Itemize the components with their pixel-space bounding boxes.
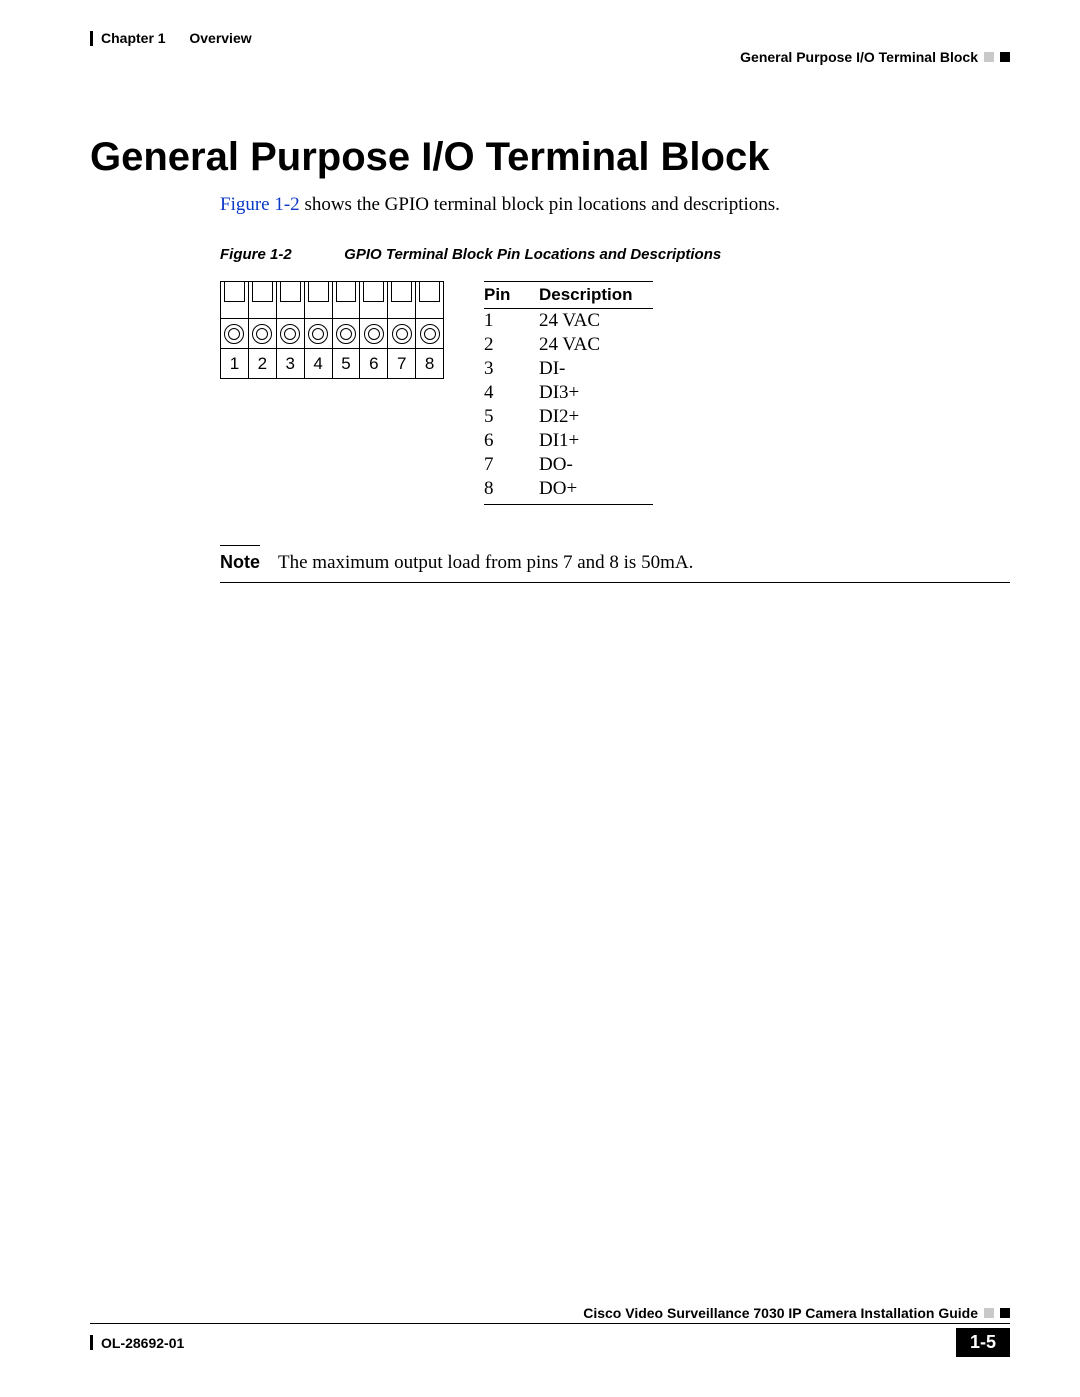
tb-pin-num: 2 — [249, 349, 277, 378]
page: Chapter 1 Overview General Purpose I/O T… — [0, 0, 1080, 1397]
desc-header: Description — [539, 282, 653, 309]
intro-paragraph: Figure 1-2 shows the GPIO terminal block… — [220, 194, 1010, 216]
figure-caption-text: GPIO Terminal Block Pin Locations and De… — [344, 246, 721, 263]
square-icon — [1000, 52, 1010, 62]
page-footer: Cisco Video Surveillance 7030 IP Camera … — [90, 1305, 1010, 1357]
tb-pin-num: 1 — [221, 349, 249, 378]
square-icon — [1000, 1308, 1010, 1318]
header-right: General Purpose I/O Terminal Block — [740, 30, 1010, 65]
header-left: Chapter 1 Overview — [90, 30, 252, 46]
section-title: General Purpose I/O Terminal Block — [740, 49, 978, 65]
pin-header: Pin — [484, 282, 539, 309]
note-block: Note The maximum output load from pins 7… — [220, 545, 1010, 583]
chapter-label: Chapter 1 — [101, 30, 166, 46]
square-icon — [984, 1308, 994, 1318]
table-row: 5DI2+ — [484, 405, 653, 429]
pin-table: Pin Description 124 VAC 224 VAC 3DI- 4DI… — [484, 281, 653, 505]
tb-top-row — [221, 282, 443, 318]
table-row: 6DI1+ — [484, 429, 653, 453]
tb-pin-num: 6 — [360, 349, 388, 378]
table-row: 7DO- — [484, 453, 653, 477]
header-bar-icon — [90, 31, 93, 46]
terminal-block-diagram: 1 2 3 4 5 6 7 8 — [220, 281, 444, 379]
table-row: 4DI3+ — [484, 381, 653, 405]
table-row: 224 VAC — [484, 333, 653, 357]
footer-doc-title: Cisco Video Surveillance 7030 IP Camera … — [583, 1305, 978, 1321]
footer-doc-id: OL-28692-01 — [101, 1335, 184, 1351]
figure-link[interactable]: Figure 1-2 — [220, 194, 300, 215]
tb-pin-num: 4 — [305, 349, 333, 378]
figure-label: Figure 1-2 — [220, 246, 340, 263]
page-title: General Purpose I/O Terminal Block — [90, 135, 1010, 180]
table-row: 8DO+ — [484, 477, 653, 505]
table-row: 124 VAC — [484, 309, 653, 334]
tb-number-row: 1 2 3 4 5 6 7 8 — [221, 348, 443, 378]
tb-screw-row — [221, 318, 443, 348]
figure-row: 1 2 3 4 5 6 7 8 Pin Description 124 VAC … — [220, 281, 1010, 505]
tb-pin-num: 5 — [333, 349, 361, 378]
table-row: 3DI- — [484, 357, 653, 381]
footer-bar-icon — [90, 1335, 93, 1350]
chapter-title: Overview — [189, 30, 251, 46]
tb-pin-num: 7 — [388, 349, 416, 378]
note-label: Note — [220, 552, 260, 573]
intro-text: shows the GPIO terminal block pin locati… — [300, 194, 780, 215]
page-number: 1-5 — [956, 1328, 1010, 1357]
square-icon — [984, 52, 994, 62]
page-header: Chapter 1 Overview General Purpose I/O T… — [90, 30, 1010, 65]
note-text: The maximum output load from pins 7 and … — [278, 552, 693, 574]
figure-caption: Figure 1-2 GPIO Terminal Block Pin Locat… — [220, 246, 1010, 263]
tb-pin-num: 8 — [416, 349, 443, 378]
tb-pin-num: 3 — [277, 349, 305, 378]
note-rule — [220, 545, 260, 546]
